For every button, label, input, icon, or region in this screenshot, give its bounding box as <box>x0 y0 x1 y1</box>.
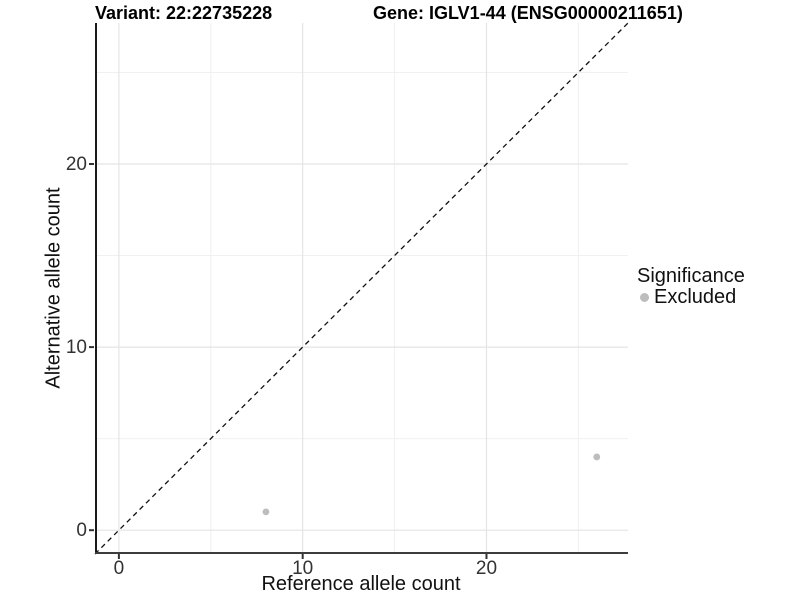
legend-point-icon <box>640 292 649 302</box>
plot-title-variant: Variant: 22:22735228 <box>95 3 273 23</box>
x-tick-label: 20 <box>475 558 498 579</box>
x-axis-title: Reference allele count <box>261 573 461 595</box>
x-tick-label: 0 <box>113 558 125 579</box>
plot-title-gene: Gene: IGLV1-44 (ENSG00000211651) <box>373 3 683 23</box>
legend-item-label: Excluded <box>654 286 737 308</box>
y-tick-label: 0 <box>76 520 87 542</box>
y-axis-title: Alternative allele count <box>42 187 65 389</box>
chart-svg <box>89 22 629 559</box>
identity-dashed-line <box>94 22 629 555</box>
plot-panel <box>89 22 629 559</box>
legend: Significance Excluded <box>637 266 745 307</box>
y-tick-label: 10 <box>65 337 87 359</box>
legend-title: Significance <box>637 265 745 287</box>
data-point <box>262 508 270 516</box>
data-point <box>593 453 601 461</box>
x-tick-label: 10 <box>292 558 314 579</box>
y-tick-label: 20 <box>65 153 87 175</box>
legend-item-excluded: Excluded <box>637 287 745 307</box>
